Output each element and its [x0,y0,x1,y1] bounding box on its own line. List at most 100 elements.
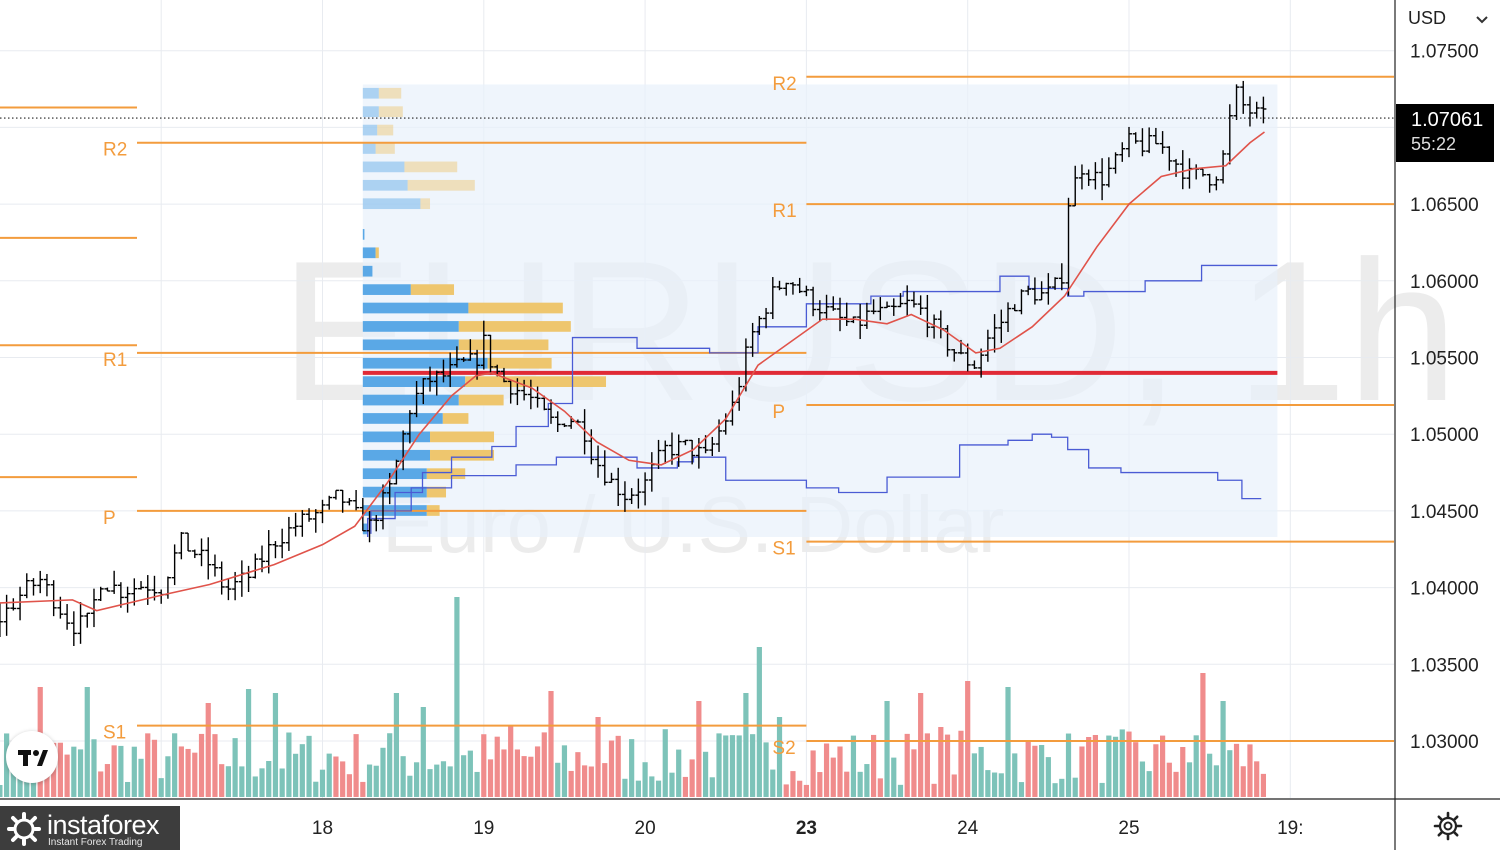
volume-bar [776,717,783,797]
profile-bar-down [430,449,495,461]
profile-bar-down [377,124,394,136]
volume-bar [918,693,924,797]
volume-bar [440,761,447,797]
profile-bar-down [458,321,571,332]
tradingview-logo-icon [18,750,48,766]
volume-bar [689,759,695,797]
volume-bar [400,756,406,797]
volume-bar [1133,742,1139,797]
volume-bar [635,780,641,797]
pivot-label-r1: R1 [103,350,127,371]
volume-bar [185,748,191,797]
volume-bar [521,756,527,797]
volume-bar [790,771,796,797]
gear-icon [1433,811,1463,841]
volume-bar [205,703,211,797]
date-tick-label: 19 [473,818,494,839]
settings-button[interactable] [1432,810,1464,842]
volume-bar [427,769,433,797]
volume-bar [871,734,877,797]
volume-bar [487,759,494,797]
volume-bar [1213,765,1219,797]
volume-bar [756,647,762,797]
pivot-label-r1: R1 [772,201,796,222]
profile-bar-down [407,179,475,191]
volume-bar [346,774,352,797]
volume-bar [326,753,332,797]
chevron-down-icon [1476,8,1488,29]
volume-bar [1045,757,1051,797]
moving-average [0,131,1265,612]
brand-tagline: Instant Forex Trading [48,837,143,848]
profile-bar-up [362,161,405,173]
volume-bar [723,735,729,797]
tradingview-logo[interactable] [6,731,58,783]
volume-bar [991,772,998,797]
volume-bar [64,754,70,797]
volume-bar [1025,741,1031,797]
volume-bar [17,773,23,797]
volume-bar [642,762,648,797]
pivot-label-r2: R2 [103,140,127,161]
price-tick-label: 1.04000 [1410,579,1479,600]
profile-bar-up [362,321,459,332]
volume-bar [1059,778,1065,797]
profile-bar-up [362,265,373,277]
volume-bar [279,768,285,797]
profile-bar-down [426,486,447,498]
volume-bar [306,735,312,797]
volume-bar [111,745,117,797]
volume-bar [958,730,964,797]
profile-bar-up [362,468,427,480]
volume-bar [1106,735,1112,797]
volume-bar [44,766,50,797]
time-axis[interactable]: 1718192023242519: [0,798,1500,839]
volume-bar [1153,744,1159,797]
volume-bar [971,753,978,797]
volume-bar [10,768,16,797]
volume-bar [420,707,426,797]
volume-histogram [0,597,1267,797]
profile-bar-up [362,302,469,314]
volume-bar [131,746,137,797]
profile-bar-down [378,106,403,118]
profile-bar-up [362,357,488,369]
volume-bar [508,725,514,797]
volume-bar [696,701,702,797]
price-axis[interactable]: 1.075001.070001.065001.060001.055001.050… [1394,0,1479,850]
volume-bar [165,756,171,797]
volume-bar [615,735,621,797]
date-tick-label: 24 [957,818,979,839]
vwap-upper-band [367,264,1278,537]
profile-bar-down [420,198,431,210]
profile-bar-up [362,87,379,99]
volume-bar [649,776,655,797]
volume-bar [1112,736,1119,797]
currency-select[interactable]: USD [1398,4,1498,32]
volume-bar [252,776,258,797]
volume-bar [245,689,252,797]
volume-bar [1086,737,1092,797]
volume-bar [951,774,957,797]
volume-bar [219,764,225,797]
volume-bar [467,750,473,797]
volume-bar [319,769,326,797]
volume-bar [716,733,722,797]
volume-bar [965,681,971,797]
profile-bar-down [468,302,563,314]
date-tick-label: 25 [1118,818,1139,839]
volume-bar [763,742,769,797]
volume-bar [743,693,749,797]
volume-bar [145,733,151,797]
volume-bar [1039,745,1045,797]
volume-bar [555,762,561,797]
volume-bar [98,771,104,797]
volume-bar [682,776,689,797]
volume-bar [1079,746,1085,797]
pivot-label-p: P [103,508,116,529]
profile-bar-down [404,161,458,173]
volume-bar [407,775,413,797]
profile-bar-up [362,198,421,210]
